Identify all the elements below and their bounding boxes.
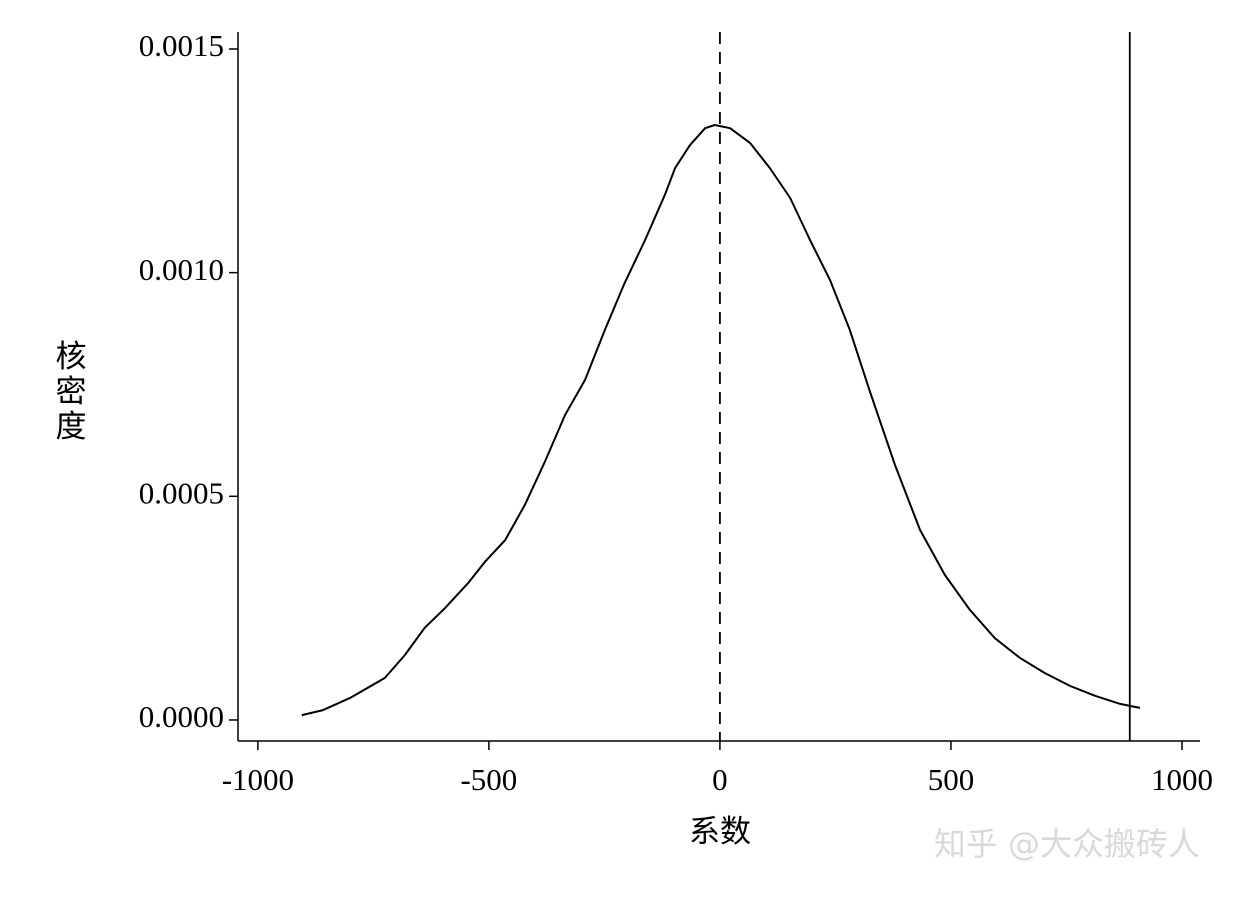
x-axis-label: 系数 xyxy=(689,814,751,849)
y-tick-label: 0.0005 xyxy=(139,475,224,510)
x-tick-label: 1000 xyxy=(1151,762,1213,797)
x-tick-label: -1000 xyxy=(222,762,294,797)
watermark: 知乎 @大众搬砖人 xyxy=(934,825,1200,863)
x-tick-label: 0 xyxy=(712,762,728,797)
density-line xyxy=(301,124,1141,717)
y-axis-label: 核密度 xyxy=(51,340,86,445)
y-tick-label: 0.0010 xyxy=(139,252,224,287)
y-tick-label: 0.0015 xyxy=(139,28,224,63)
x-tick-label: 500 xyxy=(928,762,975,797)
y-tick-label: 0.0000 xyxy=(139,699,224,734)
x-tick-label: -500 xyxy=(460,762,517,797)
